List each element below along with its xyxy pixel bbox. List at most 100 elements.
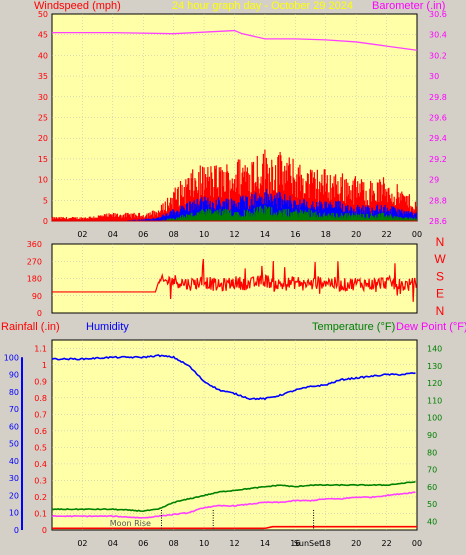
humidity-y-tick-label: 70: [9, 405, 19, 414]
compass-label-e: E: [436, 287, 444, 301]
wind-y-tick-label: 20: [38, 134, 48, 143]
rain-y-tick-label: 0.1: [34, 509, 47, 518]
humidity-x-tick-label: 14: [260, 539, 270, 548]
temp-y-tick-label: 70: [427, 466, 437, 475]
humidity-x-tick-label: 10: [199, 539, 209, 548]
barometer-y-tick-label: 29.8: [429, 93, 447, 102]
humidity-y-tick-label: 40: [9, 457, 19, 466]
astronomy-annotations: Moon Rise SunSet: [110, 510, 322, 548]
wind-x-tick-label: 10: [199, 230, 209, 239]
direction-y-tick-label: 180: [27, 275, 42, 284]
temp-y-tick-label: 130: [427, 362, 442, 371]
rain-y-tick-label: 0.8: [34, 394, 47, 403]
wind-plot-tick-labels: 0 5 10 15 20 25 30 35 40 45 50 28.6 28.8 29 29.2 29.4 29…: [38, 10, 447, 239]
wind-y-tick-label: 35: [38, 72, 48, 81]
compass-label-w: W: [434, 252, 446, 266]
direction-plot-marks: [52, 258, 417, 302]
temp-y-tick-label: 120: [427, 379, 442, 388]
wind-x-tick-label: 00: [412, 230, 422, 239]
barometer-y-tick-label: 30.4: [429, 31, 447, 40]
rain-y-tick-label: 0.6: [34, 427, 47, 436]
direction-series-line: [52, 258, 417, 302]
wind-y-tick-label: 10: [38, 176, 48, 185]
humidity-y-tick-label: 100: [4, 353, 19, 362]
barometer-y-tick-label: 29.4: [429, 134, 447, 143]
rain-y-tick-label: 0.4: [34, 460, 47, 469]
direction-y-tick-label: 90: [32, 292, 42, 301]
wind-y-tick-label: 5: [43, 196, 48, 205]
humidity-y-tick-label: 20: [9, 491, 19, 500]
rain-y-tick-label: 0.7: [34, 410, 47, 419]
wind-x-tick-label: 14: [260, 230, 270, 239]
humidity-axis-label: Humidity: [86, 321, 129, 333]
wind-x-tick-label: 08: [169, 230, 179, 239]
barometer-y-tick-label: 30.6: [429, 10, 447, 19]
humidity-y-tick-label: 10: [9, 509, 19, 518]
wind-x-tick-label: 04: [108, 230, 118, 239]
humidity-x-tick-label: 06: [138, 539, 148, 548]
sunset-label: SunSet: [294, 539, 322, 548]
temp-y-tick-label: 60: [427, 483, 437, 492]
wind-x-tick-label: 02: [77, 230, 87, 239]
dewpoint-series-line: [51, 491, 416, 519]
humidity-temp-plot-area: [51, 339, 418, 531]
dewpoint-axis-label: Dew Point (°F): [396, 321, 466, 333]
humidity-x-tick-label: 00: [412, 539, 422, 548]
humidity-series-line: [51, 354, 416, 401]
wind-x-tick-label: 12: [229, 230, 239, 239]
humidity-x-tick-label: 22: [381, 539, 391, 548]
moon-rise-label: Moon Rise: [110, 519, 151, 528]
barometer-y-tick-label: 29.2: [429, 155, 447, 164]
humidity-x-tick-label: 18: [321, 539, 331, 548]
humidity-y-tick-label: 90: [9, 371, 19, 380]
barometer-y-tick-label: 30: [429, 72, 439, 81]
temp-y-tick-label: 40: [427, 517, 437, 526]
humidity-temp-plot-tick-labels: 0 0.1 0.2 0.3 0.4 0.5 0.6 0.7 0.8 0.9 1 1.1 0 10 20 30 4…: [4, 344, 443, 548]
wind-y-tick-label: 15: [38, 155, 48, 164]
temperature-series-line: [51, 480, 416, 513]
wind-min-series: [162, 205, 417, 221]
direction-y-tick-label: 270: [27, 257, 42, 266]
humidity-temp-plot-grid: [52, 340, 417, 530]
direction-y-tick-label: 0: [37, 309, 42, 318]
rain-y-tick-label: 1.1: [34, 344, 47, 353]
humidity-x-tick-label: 02: [77, 539, 87, 548]
rain-y-tick-label: 0.3: [34, 476, 47, 485]
rain-y-tick-label: 0.5: [34, 443, 47, 452]
humidity-x-tick-label: 08: [169, 539, 179, 548]
temp-y-tick-label: 100: [427, 414, 442, 423]
humidity-x-tick-label: 20: [351, 539, 361, 548]
wind-y-tick-label: 40: [38, 51, 48, 60]
wind-x-tick-label: 22: [381, 230, 391, 239]
rain-y-tick-label: 0: [42, 526, 47, 535]
rain-y-tick-label: 0.2: [34, 493, 47, 502]
wind-plot-marks: [51, 29, 418, 222]
humidity-y-tick-label: 0: [14, 526, 19, 535]
humidity-y-tick-label: 50: [9, 440, 19, 449]
wind-y-tick-label: 30: [38, 93, 48, 102]
barometer-y-tick-label: 29.6: [429, 114, 447, 123]
temp-y-tick-label: 50: [427, 500, 437, 509]
barometer-y-tick-label: 29: [429, 176, 439, 185]
humidity-y-tick-label: 60: [9, 422, 19, 431]
rainfall-axis-label: Rainfall (.in): [1, 321, 60, 333]
barometer-y-tick-label: 28.8: [429, 196, 447, 205]
barometer-series-line: [52, 29, 418, 51]
barometer-axis-label: Barometer (.in): [372, 0, 445, 12]
temp-y-tick-label: 90: [427, 431, 437, 440]
humidity-y-tick-label: 80: [9, 388, 19, 397]
temp-y-tick-label: 140: [427, 345, 442, 354]
wind-x-tick-label: 18: [321, 230, 331, 239]
temp-y-tick-label: 80: [427, 448, 437, 457]
rain-y-tick-label: 0.9: [34, 377, 47, 386]
wind-x-tick-label: 20: [351, 230, 361, 239]
wind-x-tick-label: 16: [290, 230, 300, 239]
wind-plot-grid: [52, 14, 417, 221]
compass-label-n: N: [436, 235, 445, 249]
chart-title: 24 hour graph day - October 29 2024: [172, 0, 353, 12]
direction-plot-tick-labels: 0 90 180 270 360: [27, 240, 42, 318]
humidity-y-tick-label: 30: [9, 474, 19, 483]
